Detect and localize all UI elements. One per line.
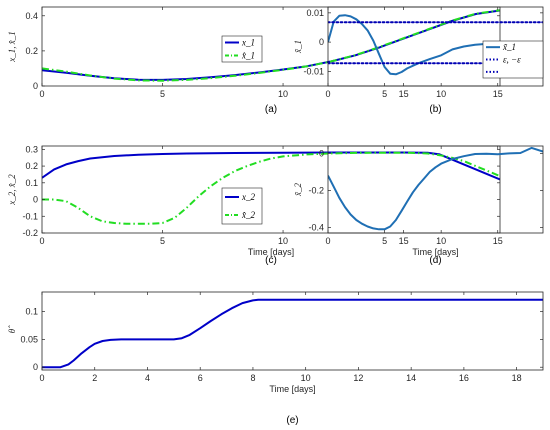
panel-label: (a) [265,104,277,115]
x-tick-label: 18 [512,373,522,383]
x-tick-label: 2 [92,373,97,383]
x-axis-label: Time [days] [248,247,294,257]
y-tick-label: 0.1 [25,307,38,317]
y-tick-label: 0.1 [25,178,38,188]
y-tick-label: 0 [319,37,324,47]
y-axis-label: x_2, x̂_2 [7,174,17,206]
legend-box [221,35,263,63]
y-tick-label: 0 [319,148,324,158]
legend-label: x_1 [241,38,255,48]
y-tick-label: 0.2 [25,46,38,56]
x-tick-label: 15 [493,236,503,246]
y-tick-label: -0.1 [22,211,38,221]
x-tick-label: 0 [325,236,330,246]
x-tick-label: 0 [325,89,330,99]
y-tick-label: 0.3 [25,144,38,154]
y-tick-label: 0.01 [306,8,324,18]
x-tick-label: 14 [406,373,416,383]
x-axis-label: Time [days] [412,247,458,257]
legend: x̃_1 ε, −ε [482,40,544,79]
series-line-1 [42,298,543,369]
y-axis-label: θ̂ [7,325,17,333]
series-line-2 [42,9,500,82]
legend-box [221,187,263,225]
y-tick-label: -0.2 [22,228,38,238]
x-tick-label: 15 [399,89,409,99]
y-tick-label: -0.01 [303,66,324,76]
y-tick-label: 0.4 [25,11,38,21]
y-tick-label: 0.05 [20,334,38,344]
series-line-1 [42,151,500,181]
legend-label: ε, −ε [503,55,521,65]
x-tick-label: 10 [278,89,288,99]
legend: x_1 x̂_1 [221,35,263,63]
panel-label: (c) [265,255,277,266]
x-tick-label: 5 [160,89,165,99]
panel-d: 0 5 10 15 -0.4 -0.2 0 x̃_2 Time [days](d) [293,145,544,266]
x-axis-label: Time [days] [269,384,315,394]
y-axis-label: x_1, x̂_1 [7,31,17,63]
panel-e: 0 2 4 6 8 10 12 14 16 18 0 0.05 0.1 θ̂ Time [days] (e) [7,291,544,426]
x-tick-label: 15 [493,89,503,99]
y-tick-label: 0.2 [25,161,38,171]
x-tick-label: 8 [250,373,255,383]
x-tick-label: 12 [353,373,363,383]
x-tick-label: 16 [459,373,469,383]
x-tick-label: 10 [301,373,311,383]
x-tick-label: 5 [382,89,387,99]
panel-label: (e) [286,415,298,426]
x-tick-label: 0 [39,89,44,99]
panel-b: 0 5 10 15 -0.01 0 0.01 x̃_1 (b) x̃_1 ε, −ε [293,6,544,115]
panel-a: 0 5 10 15 0 0.2 0.4 x_1, x̂_1 (a) x_1 x̂_1 [7,6,501,115]
legend-label: x̃_1 [502,42,516,52]
axes-box [41,291,544,371]
x-tick-label: 15 [399,236,409,246]
x-tick-label: 4 [145,373,150,383]
axes-box [41,6,501,87]
x-tick-label: 5 [160,236,165,246]
legend-label: x̂_1 [241,51,255,61]
x-tick-label: 10 [436,236,446,246]
x-tick-label: 6 [198,373,203,383]
legend-label: x_2 [241,192,255,202]
axes-box [41,145,501,234]
x-tick-label: 10 [278,236,288,246]
series-line-1 [328,146,543,231]
y-axis-label: x̃_1 [293,40,303,54]
y-tick-label: -0.4 [308,222,324,232]
y-tick-label: 0 [33,81,38,91]
panel-label: (d) [429,255,441,266]
x-tick-label: 10 [436,89,446,99]
legend-label: x̂_2 [241,210,255,220]
y-tick-label: 0 [33,362,38,372]
legend: x_2 x̂_2 [221,187,263,225]
x-tick-label: 0 [39,236,44,246]
y-tick-label: 0 [33,195,38,205]
panel-c: 0 5 10 15 -0.2 -0.1 0 0.1 0.2 0.3 x_2, x̂_2 Time [d… [7,144,501,266]
axes-box [327,145,544,234]
series-line-2 [42,151,500,225]
panel-label: (b) [429,104,441,115]
x-tick-label: 0 [39,373,44,383]
x-tick-label: 5 [382,236,387,246]
series-line-1 [42,9,500,81]
y-axis-label: x̃_2 [293,183,303,197]
y-tick-label: -0.2 [308,185,324,195]
